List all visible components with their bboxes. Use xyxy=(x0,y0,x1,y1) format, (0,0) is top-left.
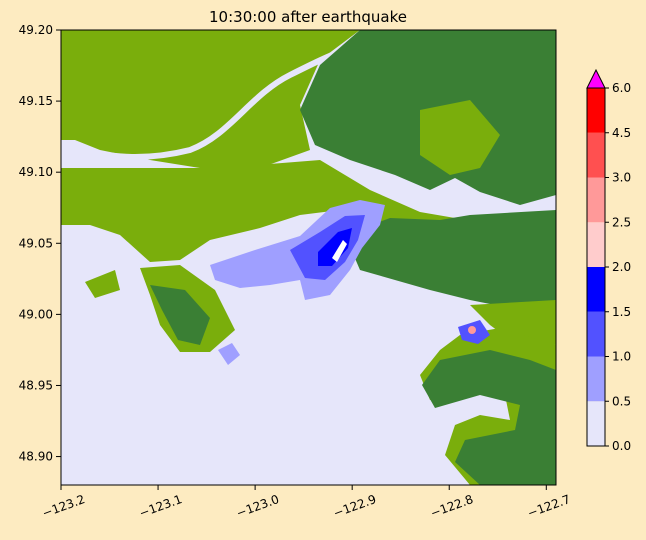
colorbar-tick-label: 1.0 xyxy=(612,350,631,364)
inundation-light-south xyxy=(218,343,240,365)
central-lowland xyxy=(61,160,455,262)
colorbar-tick-label: 2.5 xyxy=(612,215,631,229)
inundation-core xyxy=(332,240,347,262)
east-shore-lowland xyxy=(470,300,556,345)
colorbar-extend-arrow xyxy=(586,68,606,89)
map-area xyxy=(61,30,556,485)
south-peninsula-upland xyxy=(422,350,556,485)
y-tick-label: 49.05 xyxy=(19,236,53,250)
colorbar-segment xyxy=(587,132,605,178)
x-tick-label: −122.9 xyxy=(332,492,379,520)
y-tick-label: 48.95 xyxy=(19,378,53,392)
east-shore-upland xyxy=(345,210,556,310)
colorbar-segment xyxy=(587,311,605,357)
tsawwassen-upland xyxy=(150,285,210,345)
x-tick-label: −122.7 xyxy=(526,492,573,520)
y-axis: 48.90 48.95 49.00 49.05 49.10 49.15 49.20 xyxy=(19,23,61,464)
chart-title: 10:30:00 after earthquake xyxy=(209,8,407,26)
colorbar-segment xyxy=(587,356,605,402)
y-tick-label: 48.90 xyxy=(19,450,53,464)
y-tick-label: 49.20 xyxy=(19,23,53,37)
colorbar-tick-label: 1.5 xyxy=(612,305,631,319)
y-tick-label: 49.00 xyxy=(19,307,53,321)
inundation-deep xyxy=(318,228,352,266)
river-channel xyxy=(61,47,346,160)
colorbar-tick-label: 0.0 xyxy=(612,439,631,453)
colorbar: 0.0 0.5 1.0 1.5 2.0 2.5 3.0 4.5 6.0 xyxy=(586,68,631,453)
colorbar-segment xyxy=(587,88,605,133)
colorbar-tick-label: 6.0 xyxy=(612,81,631,95)
colorbar-segment xyxy=(587,401,605,446)
colorbar-segment xyxy=(587,267,605,312)
colorbar-tick-label: 2.0 xyxy=(612,260,631,274)
x-tick-label: −123.1 xyxy=(137,492,184,520)
x-tick-label: −122.8 xyxy=(429,492,476,520)
surrey-lowland-inlet xyxy=(420,100,500,175)
colorbar-tick-label: 0.5 xyxy=(612,394,631,408)
x-tick-label: −123.0 xyxy=(234,492,281,520)
map-frame xyxy=(60,29,557,486)
colorbar-segment xyxy=(587,177,605,223)
boundary-bay-causeway xyxy=(85,270,120,298)
colorbar-segment xyxy=(587,222,605,267)
colorbar-tick-label: 4.5 xyxy=(612,126,631,140)
x-tick-label: −123.2 xyxy=(40,492,87,520)
y-tick-label: 49.10 xyxy=(19,165,53,179)
y-tick-label: 49.15 xyxy=(19,94,53,108)
colorbar-tick-label: 3.0 xyxy=(612,171,631,185)
x-axis: −123.2 −123.1 −123.0 −122.9 −122.8 −122.7 xyxy=(40,485,572,520)
inundation-max-point xyxy=(468,326,476,334)
north-lowland xyxy=(61,30,360,168)
